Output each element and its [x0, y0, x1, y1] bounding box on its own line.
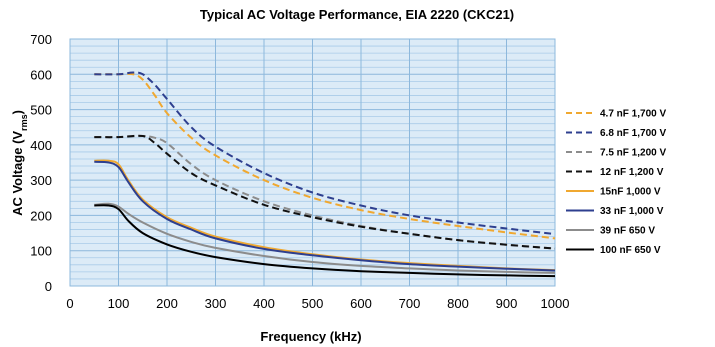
- x-tick-label: 900: [496, 296, 518, 311]
- legend-label: 4.7 nF 1,700 V: [600, 109, 666, 120]
- plot-grid: [69, 38, 556, 287]
- y-tick-label: 200: [30, 208, 52, 223]
- series-layer: [94, 71, 556, 278]
- series-line-6: [94, 160, 556, 272]
- y-axis-ticks: 0 100 200 300 400 500 600 700: [30, 32, 52, 294]
- series-line-7: [94, 202, 556, 274]
- y-tick-label: 500: [30, 103, 52, 118]
- legend-label: 100 nF 650 V: [600, 245, 661, 256]
- y-tick-label: 100: [30, 244, 52, 259]
- x-tick-label: 100: [108, 296, 130, 311]
- y-tick-label: 0: [45, 279, 52, 294]
- x-tick-label: 600: [350, 296, 372, 311]
- y-tick-label: 700: [30, 32, 52, 47]
- legend-label: 7.5 nF 1,200 V: [600, 148, 666, 159]
- legend: 4.7 nF 1,700 V 6.8 nF 1,700 V 7.5 nF 1,200…: [566, 109, 666, 256]
- x-tick-label: 300: [205, 296, 227, 311]
- x-tick-label: 400: [253, 296, 275, 311]
- x-axis-ticks: 0 100 200 300 400 500 600 700 800 900 1000: [66, 296, 569, 311]
- y-axis-label-main: AC Voltage (V: [10, 131, 25, 216]
- x-tick-label: 200: [156, 296, 178, 311]
- y-tick-label: 400: [30, 138, 52, 153]
- legend-label: 33 nF 1,000 V: [600, 206, 664, 217]
- legend-label: 6.8 nF 1,700 V: [600, 128, 666, 139]
- y-tick-label: 600: [30, 67, 52, 82]
- x-tick-label: 700: [399, 296, 421, 311]
- x-tick-label: 800: [447, 296, 469, 311]
- x-tick-label: 0: [66, 296, 73, 311]
- x-axis-label: Frequency (kHz): [260, 329, 361, 344]
- legend-label: 12 nF 1,200 V: [600, 167, 664, 178]
- series-line-1: [94, 72, 556, 240]
- series-line-4: [94, 134, 556, 250]
- plot-border: [69, 38, 556, 287]
- x-tick-label: 1000: [541, 296, 570, 311]
- chart-title: Typical AC Voltage Performance, EIA 2220…: [200, 7, 514, 22]
- y-axis-label: AC Voltage (Vrms): [10, 110, 29, 216]
- series-line-8: [94, 204, 556, 278]
- y-axis-label-close: ): [10, 110, 25, 114]
- y-axis-label-sub: rms: [19, 114, 29, 131]
- legend-label: 39 nF 650 V: [600, 226, 655, 237]
- x-tick-label: 500: [302, 296, 324, 311]
- y-tick-label: 300: [30, 173, 52, 188]
- legend-label: 15nF 1,000 V: [600, 187, 661, 198]
